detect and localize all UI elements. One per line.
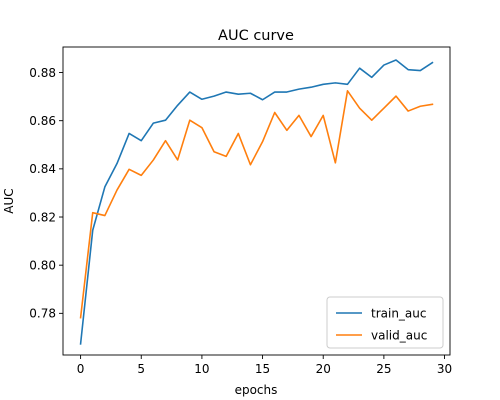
series-layer [79, 59, 434, 345]
y-tick-label: 0.86 [29, 114, 56, 128]
x-tick-label: 20 [316, 362, 331, 376]
legend: train_auc valid_auc [326, 296, 444, 349]
x-tick-label: 10 [194, 362, 209, 376]
y-tick-label: 0.80 [29, 258, 56, 272]
x-axis-ticks: 0 5 10 15 20 25 30 [77, 355, 452, 376]
x-tick-label: 15 [255, 362, 270, 376]
chart-title: AUC curve [218, 28, 294, 44]
x-tick-label: 25 [376, 362, 391, 376]
y-tick-label: 0.78 [29, 307, 56, 321]
x-tick-label: 0 [77, 362, 85, 376]
series-line-train-auc [79, 59, 434, 345]
x-tick-label: 30 [437, 362, 452, 376]
y-tick-label: 0.84 [29, 162, 56, 176]
x-axis-label: epochs [235, 383, 278, 397]
series-line-valid-auc [79, 90, 434, 319]
y-axis-ticks: 0.78 0.80 0.82 0.84 0.86 0.88 [29, 66, 63, 321]
y-axis-label: AUC [2, 188, 16, 213]
legend-label-train-auc: train_auc [371, 307, 427, 321]
plot-frame [62, 46, 451, 356]
x-tick-label: 5 [137, 362, 145, 376]
y-tick-label: 0.82 [29, 210, 56, 224]
y-tick-label: 0.88 [29, 66, 56, 80]
legend-label-valid-auc: valid_auc [371, 329, 427, 343]
